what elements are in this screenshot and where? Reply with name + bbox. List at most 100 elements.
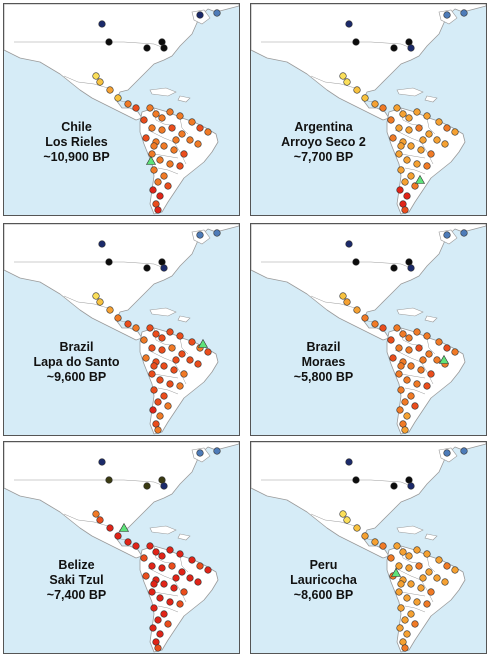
sample-point <box>407 172 415 180</box>
sample-point <box>196 124 204 132</box>
sample-point <box>387 336 395 344</box>
sample-point <box>451 128 459 136</box>
sample-point <box>405 38 413 46</box>
sample-point <box>196 11 204 19</box>
country-border <box>153 591 179 597</box>
sample-point <box>154 206 162 214</box>
sample-point <box>443 231 451 239</box>
sample-point <box>411 620 419 628</box>
sample-point <box>339 510 347 518</box>
country-border <box>179 337 189 355</box>
sample-point <box>405 334 413 342</box>
sample-point <box>443 449 451 457</box>
sample-point <box>427 588 435 596</box>
sample-point <box>345 20 353 28</box>
sample-point <box>170 584 178 592</box>
sample-point <box>160 142 168 150</box>
sample-label: Belize Saki Tzul ~7,400 BP <box>4 558 149 603</box>
sample-point <box>417 584 425 592</box>
sample-label: Brazil Moraes ~5,800 BP <box>251 340 396 385</box>
americas-map <box>251 442 486 653</box>
sample-point <box>419 356 427 364</box>
sample-point <box>397 166 405 174</box>
sample-point <box>143 44 151 52</box>
country-border <box>404 605 426 613</box>
sample-point <box>343 78 351 86</box>
sample-point <box>172 574 180 582</box>
sample-point <box>98 240 106 248</box>
sample-point <box>204 566 212 574</box>
sample-point <box>423 550 431 558</box>
sample-point <box>176 332 184 340</box>
sample-point <box>407 264 415 272</box>
sample-point <box>393 324 401 332</box>
sample-point <box>397 362 405 370</box>
country-border <box>394 567 422 581</box>
sample-point <box>396 624 404 632</box>
sample-point <box>393 104 401 112</box>
country-border <box>420 579 434 603</box>
ancient-sample-triangle <box>390 567 402 577</box>
sample-point <box>92 72 100 80</box>
sample-point <box>353 306 361 314</box>
sample-point <box>105 258 113 266</box>
sample-point <box>397 580 405 588</box>
sample-point <box>399 110 407 118</box>
sample-age: ~8,600 BP <box>293 588 354 602</box>
north-america-landmass <box>251 224 486 341</box>
sample-point <box>148 150 156 158</box>
sample-point <box>166 160 174 168</box>
sample-point <box>379 542 387 550</box>
sample-point <box>451 566 459 574</box>
country-border <box>63 295 109 309</box>
sample-point <box>154 644 162 652</box>
sample-point <box>142 572 150 580</box>
country-border <box>426 117 436 135</box>
sample-point <box>423 382 431 390</box>
sample-point <box>152 330 160 338</box>
sample-point <box>443 562 451 570</box>
sample-point <box>132 324 140 332</box>
island <box>177 533 191 541</box>
sample-site: Los Rieles <box>45 135 108 149</box>
sample-point <box>435 118 443 126</box>
sample-point <box>361 314 369 322</box>
sample-point <box>132 542 140 550</box>
sample-point <box>399 200 407 208</box>
sample-point <box>443 344 451 352</box>
sample-point <box>419 136 427 144</box>
sample-site: Moraes <box>301 355 346 369</box>
country-border <box>404 167 426 175</box>
sample-point <box>124 100 132 108</box>
sample-point <box>156 594 164 602</box>
sample-point <box>143 264 151 272</box>
sample-point <box>460 9 468 17</box>
sample-point <box>124 320 132 328</box>
sample-point <box>150 386 158 394</box>
sample-point <box>353 86 361 94</box>
sample-point <box>158 126 166 134</box>
sample-point <box>407 482 415 490</box>
country-border <box>400 373 426 379</box>
sample-point <box>168 344 176 352</box>
sample-point <box>170 366 178 374</box>
sample-point <box>156 376 164 384</box>
sample-age: ~9,600 BP <box>46 370 107 384</box>
sample-country: Belize <box>58 558 95 572</box>
sample-point <box>166 598 174 606</box>
sample-point <box>114 532 122 540</box>
sample-point <box>172 136 180 144</box>
country-border <box>147 129 175 143</box>
sample-point <box>415 124 423 132</box>
island <box>424 533 438 541</box>
island <box>424 95 438 103</box>
sample-label: Argentina Arroyo Seco 2 ~7,700 BP <box>251 120 396 165</box>
ancient-sample-triangle <box>438 354 450 364</box>
sample-point <box>415 562 423 570</box>
map-panel-belize-saki-tzul: Belize Saki Tzul ~7,400 BP <box>3 441 240 654</box>
sample-point <box>178 130 186 138</box>
sample-point <box>213 9 221 17</box>
sample-point <box>352 476 360 484</box>
sample-point <box>140 336 148 344</box>
sample-point <box>443 11 451 19</box>
